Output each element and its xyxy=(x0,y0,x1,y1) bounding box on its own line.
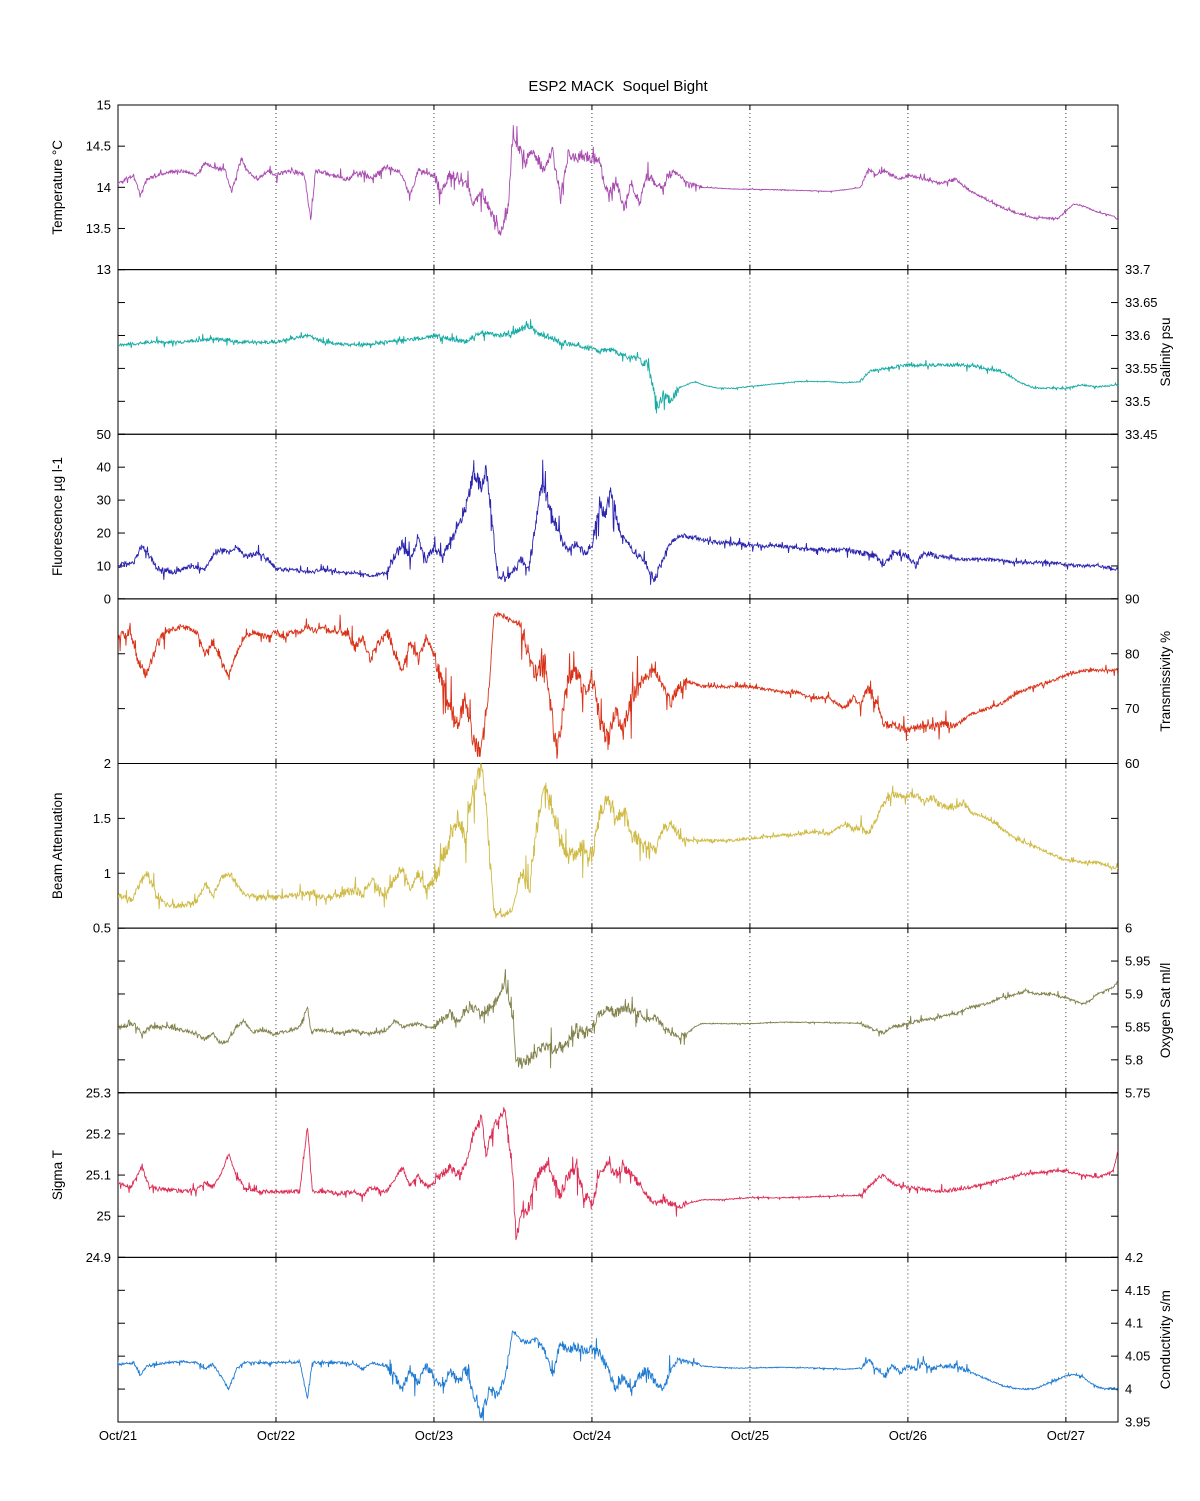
x-tick-label: Oct/21 xyxy=(99,1428,137,1443)
panel-box xyxy=(117,598,1119,764)
y-tick-label: 80 xyxy=(1125,646,1139,661)
panel-fluorescence: 0 10 20 30 40 50 Fluorescence µg l-1 xyxy=(50,427,1119,606)
y-tick-label: 4.2 xyxy=(1125,1250,1143,1265)
x-tick-label: Oct/26 xyxy=(889,1428,927,1443)
y-tick-label: 3.95 xyxy=(1125,1415,1150,1430)
x-tick-label: Oct/25 xyxy=(731,1428,769,1443)
y-tick-label: 33.5 xyxy=(1125,394,1150,409)
y-tick-label: 5.75 xyxy=(1125,1085,1150,1100)
y-tick-label: 0.5 xyxy=(93,921,111,936)
oxygen-sat-line xyxy=(118,969,1118,1069)
y-tick-label: 4 xyxy=(1125,1382,1132,1397)
y-tick-label: 25 xyxy=(97,1209,111,1224)
transmissivity-axis-label: Transmissivity % xyxy=(1158,631,1173,732)
panel-temperature: 13 13.5 14 14.5 15 Temperature °C xyxy=(50,98,1119,277)
y-tick-label: 4.05 xyxy=(1125,1349,1150,1364)
y-tick-label: 13 xyxy=(97,262,111,277)
y-tick-label: 5.85 xyxy=(1125,1019,1150,1034)
y-tick-label: 4.15 xyxy=(1125,1283,1150,1298)
y-tick-label: 1 xyxy=(104,866,111,881)
y-tick-label: 33.7 xyxy=(1125,262,1150,277)
y-tick-label: 25.1 xyxy=(86,1168,111,1183)
y-tick-label: 4.1 xyxy=(1125,1316,1143,1331)
beam-attenuation-line xyxy=(118,763,1118,919)
y-tick-label: 20 xyxy=(97,526,111,541)
y-tick-label: 2 xyxy=(104,756,111,771)
y-tick-label: 50 xyxy=(97,427,111,442)
salinity-line xyxy=(118,319,1118,414)
x-tick-label: Oct/22 xyxy=(257,1428,295,1443)
y-tick-label: 40 xyxy=(97,460,111,475)
chart-title: ESP2 MACK Soquel Bight xyxy=(528,78,708,95)
panel-conductivity: 3.95 4 4.05 4.1 4.15 4.2 Conductivity s/m xyxy=(117,1250,1173,1430)
y-tick-label: 14 xyxy=(97,180,111,195)
panel-box xyxy=(117,433,1119,600)
panel-beam-attenuation: 0.5 1 1.5 2 Beam Attenuation xyxy=(50,756,1119,936)
temperature-line xyxy=(118,125,1118,236)
beam-attenuation-axis-label: Beam Attenuation xyxy=(50,793,65,900)
fluorescence-line xyxy=(118,459,1118,585)
panel-oxygen-sat: 5.75 5.8 5.85 5.9 5.95 6 Oxygen Sat ml/l xyxy=(117,921,1173,1100)
panel-box xyxy=(117,269,1119,435)
y-tick-label: 10 xyxy=(97,558,111,573)
conductivity-axis-label: Conductivity s/m xyxy=(1158,1290,1173,1389)
x-tick-label: Oct/23 xyxy=(415,1428,453,1443)
y-tick-label: 33.6 xyxy=(1125,328,1150,343)
sigma-t-line xyxy=(118,1107,1118,1241)
y-tick-label: 6 xyxy=(1125,921,1132,936)
y-tick-label: 5.95 xyxy=(1125,954,1150,969)
y-tick-label: 90 xyxy=(1125,591,1139,606)
x-tick-label: Oct/27 xyxy=(1047,1428,1085,1443)
salinity-axis-label: Salinity psu xyxy=(1158,317,1173,386)
y-tick-label: 24.9 xyxy=(86,1250,111,1265)
sigma-t-axis-label: Sigma T xyxy=(50,1150,65,1200)
panel-salinity: 33.45 33.5 33.55 33.6 33.65 33.7 Salinity psu xyxy=(117,262,1173,442)
panel-box xyxy=(117,763,1119,929)
y-tick-label: 33.45 xyxy=(1125,427,1158,442)
y-tick-label: 25.2 xyxy=(86,1126,111,1141)
y-tick-label: 0 xyxy=(104,591,111,606)
y-tick-label: 33.55 xyxy=(1125,361,1158,376)
y-tick-label: 25.3 xyxy=(86,1085,111,1100)
transmissivity-line xyxy=(118,611,1118,759)
conductivity-line xyxy=(118,1330,1118,1421)
y-tick-label: 15 xyxy=(97,98,111,113)
temperature-axis-label: Temperature °C xyxy=(50,140,65,235)
y-tick-label: 30 xyxy=(97,493,111,508)
y-tick-label: 5.9 xyxy=(1125,986,1143,1001)
y-tick-label: 70 xyxy=(1125,701,1139,716)
fluorescence-axis-label: Fluorescence µg l-1 xyxy=(50,457,65,576)
y-tick-label: 14.5 xyxy=(86,139,111,154)
y-tick-label: 5.8 xyxy=(1125,1052,1143,1067)
y-tick-label: 60 xyxy=(1125,756,1139,771)
y-tick-label: 33.65 xyxy=(1125,295,1158,310)
y-tick-label: 1.5 xyxy=(93,811,111,826)
panel-transmissivity: 60 70 80 90 Transmissivity % xyxy=(117,591,1173,771)
oxygen-sat-axis-label: Oxygen Sat ml/l xyxy=(1158,963,1173,1058)
x-tick-label: Oct/24 xyxy=(573,1428,611,1443)
y-tick-label: 13.5 xyxy=(86,221,111,236)
panel-box xyxy=(117,1256,1119,1423)
panel-sigma-t: 24.9 25 25.1 25.2 25.3 Sigma T xyxy=(50,1085,1119,1265)
